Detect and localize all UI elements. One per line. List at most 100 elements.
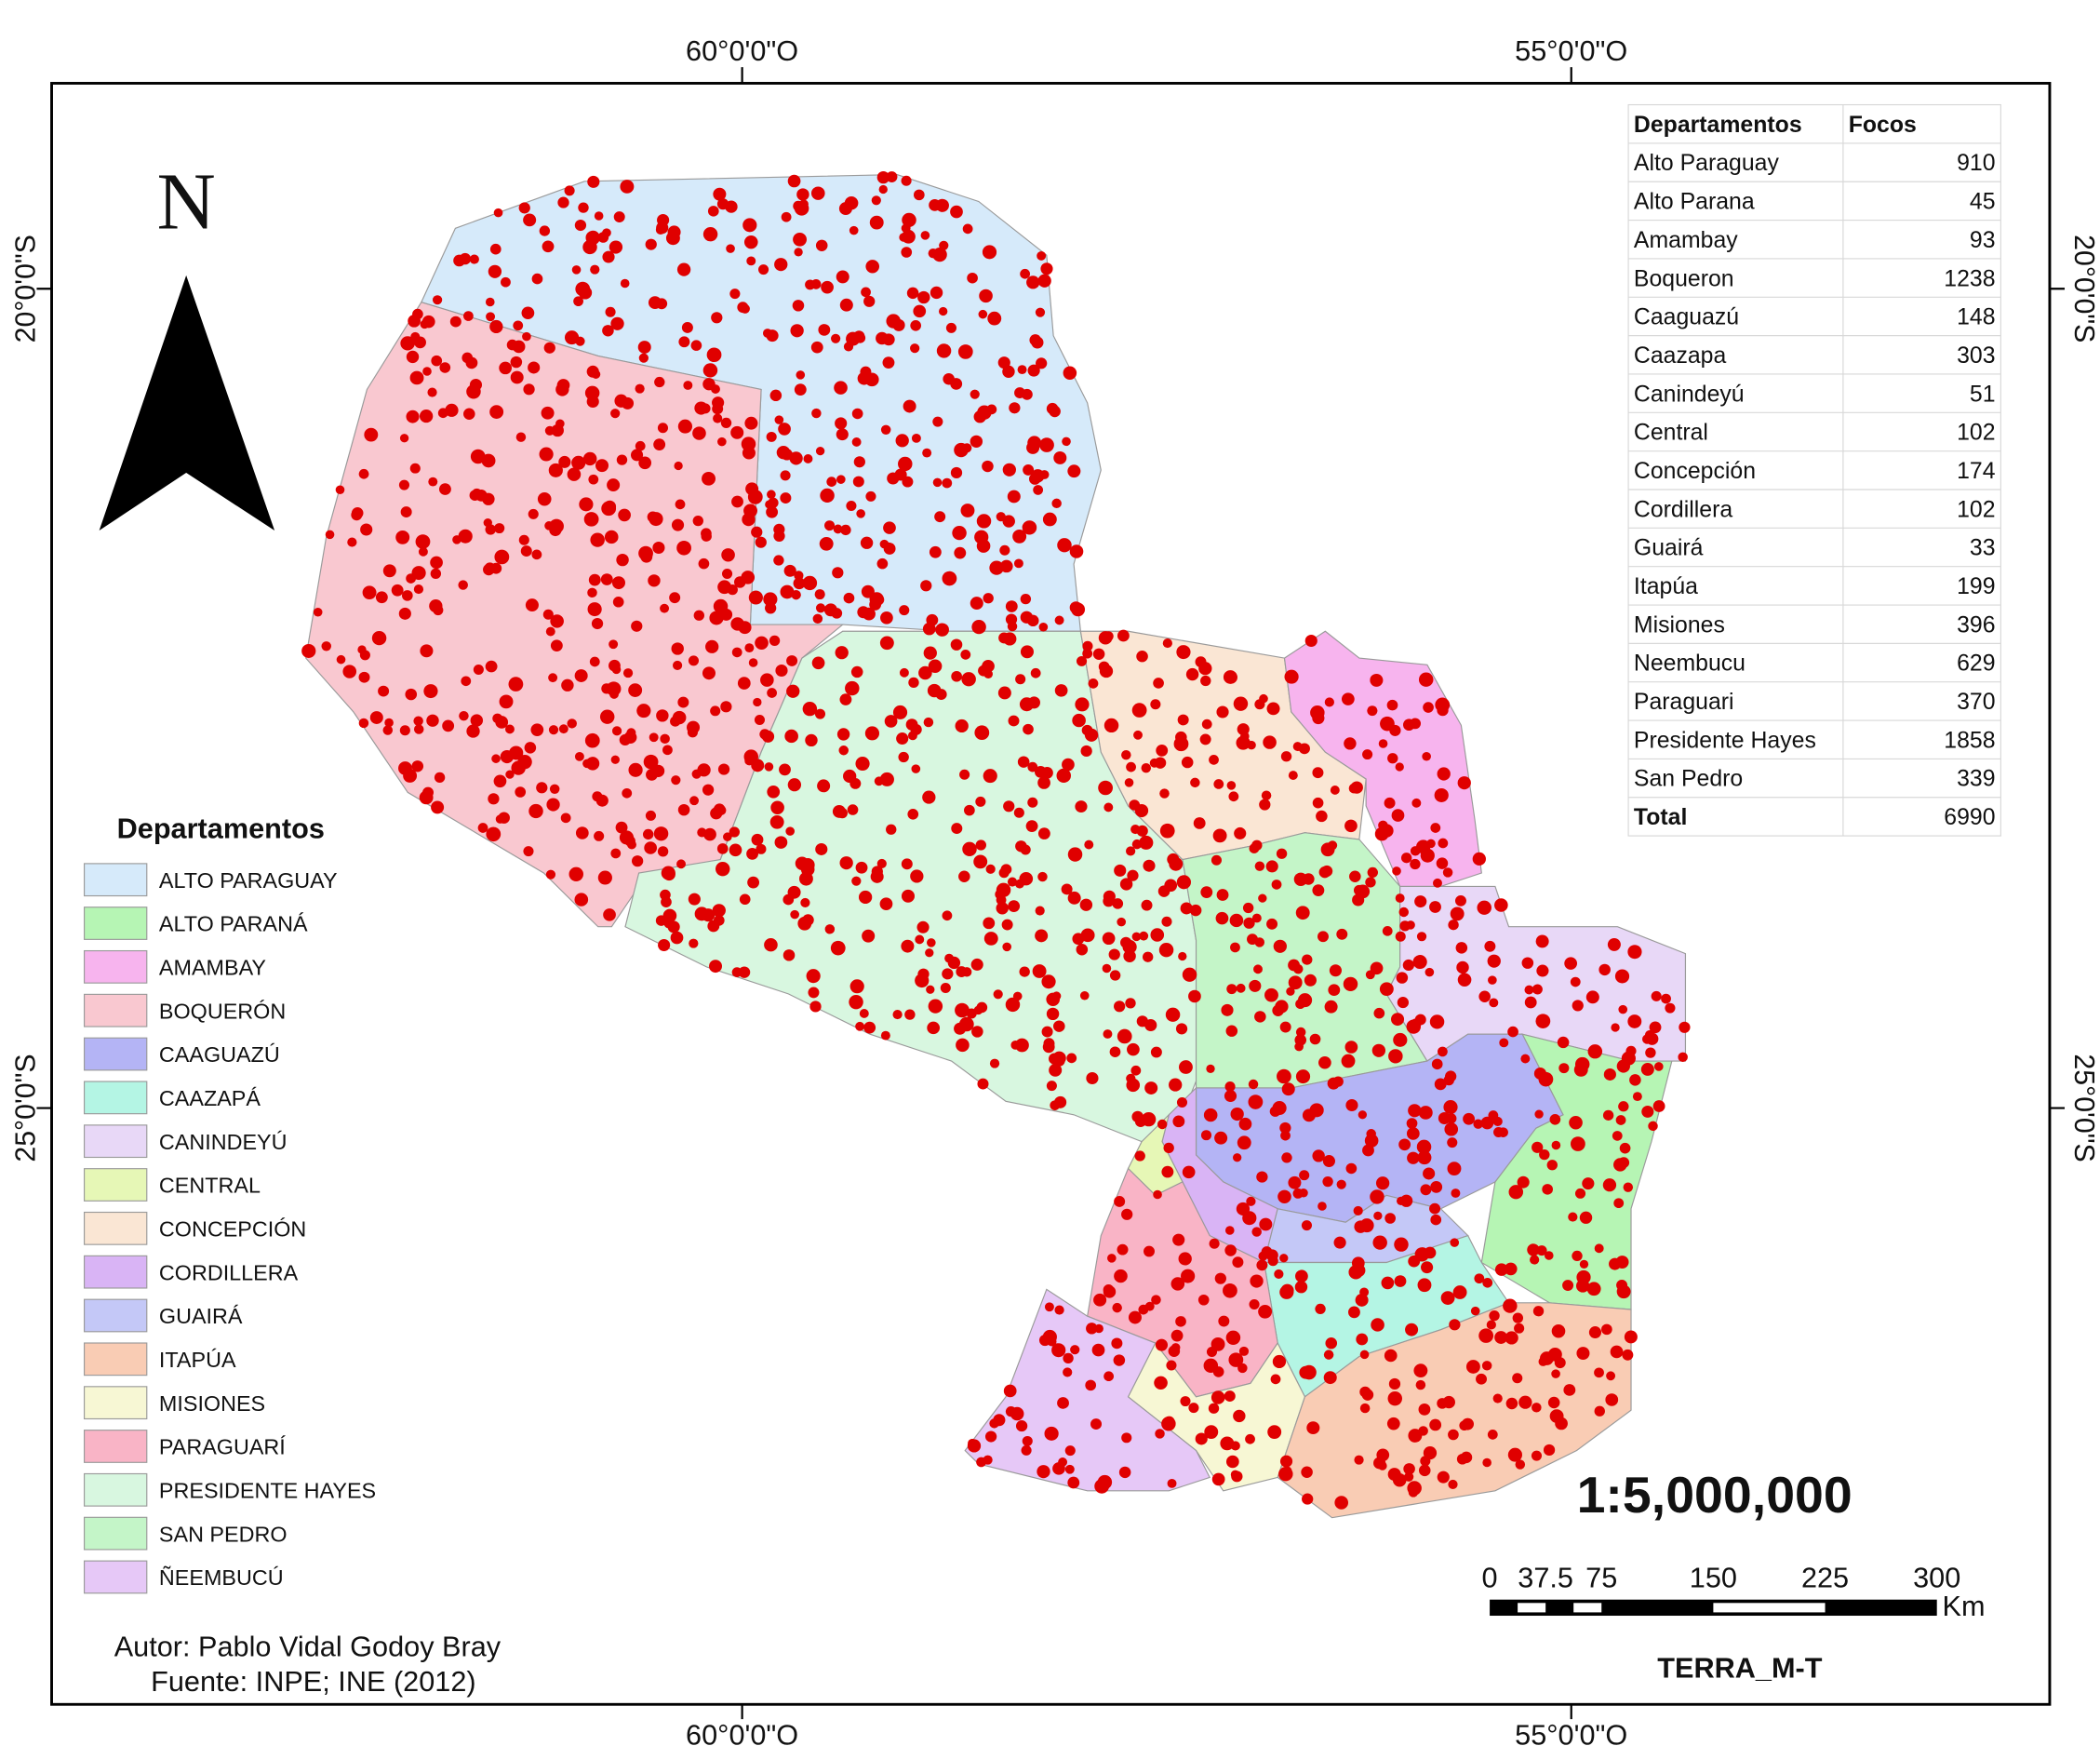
fire-point — [525, 598, 539, 612]
fire-point — [1365, 877, 1376, 888]
fire-point — [1144, 1301, 1155, 1311]
fire-point — [1518, 1395, 1532, 1409]
fire-point — [1178, 1060, 1193, 1074]
fire-point — [935, 623, 949, 637]
fire-point — [1386, 1417, 1400, 1430]
fire-point — [1437, 767, 1451, 781]
fire-point — [883, 542, 893, 552]
fire-point — [803, 454, 813, 463]
fire-point — [1144, 1019, 1157, 1031]
fire-point — [1524, 996, 1537, 1009]
fire-point — [1482, 1277, 1493, 1288]
fire-point — [954, 546, 967, 559]
fire-point — [815, 239, 828, 251]
fire-point — [587, 602, 602, 617]
fire-point — [1623, 1182, 1634, 1192]
fire-point — [849, 979, 864, 994]
fire-point — [836, 428, 849, 441]
fire-point — [489, 243, 502, 255]
fire-point — [1228, 1352, 1244, 1367]
fire-point — [751, 759, 765, 772]
fire-point — [1606, 1371, 1616, 1381]
fire-point — [1042, 1041, 1055, 1054]
fire-point — [545, 626, 555, 637]
fire-point — [607, 478, 621, 492]
fire-point — [1302, 1108, 1316, 1122]
fire-point — [1396, 972, 1409, 984]
fire-point — [1053, 1020, 1065, 1032]
fire-point — [1158, 943, 1174, 958]
fire-point — [622, 668, 634, 678]
fire-point — [1322, 1155, 1335, 1168]
fire-point — [1619, 1142, 1631, 1154]
fire-point — [301, 643, 316, 658]
fire-point — [567, 719, 577, 729]
fire-point — [984, 1430, 997, 1443]
fire-point — [1375, 1176, 1390, 1190]
fire-point — [960, 650, 971, 660]
fire-point — [645, 810, 657, 821]
fire-point — [982, 245, 997, 260]
fire-point — [1352, 1263, 1366, 1278]
fire-point — [426, 714, 439, 727]
fire-point — [1067, 464, 1081, 478]
fire-point — [811, 656, 825, 670]
legend-swatch — [83, 907, 148, 940]
fire-point — [1226, 984, 1237, 995]
fire-point — [1103, 1284, 1115, 1296]
fire-point — [1064, 1464, 1075, 1474]
fire-point — [539, 225, 551, 236]
fire-point — [1379, 982, 1394, 997]
fire-point — [1410, 846, 1421, 856]
fire-point — [706, 347, 722, 363]
fire-point — [1426, 839, 1436, 849]
fire-point — [1238, 1346, 1250, 1356]
fire-point — [798, 871, 813, 886]
fire-point — [677, 419, 693, 434]
fire-point — [510, 370, 524, 384]
fire-point — [551, 423, 564, 437]
fire-point — [1075, 800, 1088, 813]
fire-point — [642, 828, 654, 840]
fire-point — [780, 492, 792, 504]
fire-point — [849, 777, 862, 789]
fire-point — [692, 515, 703, 527]
fire-point — [1258, 893, 1267, 903]
table-cell: 1238 — [1944, 266, 1995, 291]
fire-point — [1574, 1188, 1586, 1199]
fire-point — [739, 893, 751, 906]
fire-point — [786, 655, 798, 666]
fire-point — [1371, 1043, 1386, 1057]
fire-point — [1012, 991, 1023, 1001]
fire-point — [915, 934, 925, 945]
fire-point — [1277, 1068, 1291, 1084]
fire-point — [1102, 963, 1112, 974]
fire-point — [858, 890, 873, 905]
fire-point — [747, 876, 760, 889]
fire-point — [321, 641, 332, 651]
fire-point — [1002, 515, 1015, 528]
fire-point — [1049, 1063, 1063, 1077]
fire-point — [555, 383, 569, 396]
fire-point — [1463, 1112, 1476, 1125]
fire-point — [1127, 869, 1139, 881]
fire-point — [876, 858, 887, 868]
fire-point — [1473, 1119, 1483, 1129]
fire-point — [1317, 931, 1329, 943]
fire-point — [878, 184, 888, 195]
table-cell: 339 — [1957, 767, 1995, 792]
fire-point — [423, 684, 438, 699]
fire-point — [698, 557, 710, 570]
legend-label: CORDILLERA — [159, 1260, 299, 1284]
scale-unit: Km — [1943, 1591, 1986, 1622]
fire-point — [548, 463, 563, 477]
fire-point — [691, 769, 702, 779]
fire-point — [1309, 1033, 1321, 1045]
fire-point — [1020, 593, 1032, 605]
fire-point — [1037, 274, 1051, 288]
fire-point — [351, 509, 363, 521]
fire-point — [518, 202, 530, 214]
fire-point — [1170, 1343, 1181, 1352]
fire-point — [1494, 1263, 1508, 1276]
